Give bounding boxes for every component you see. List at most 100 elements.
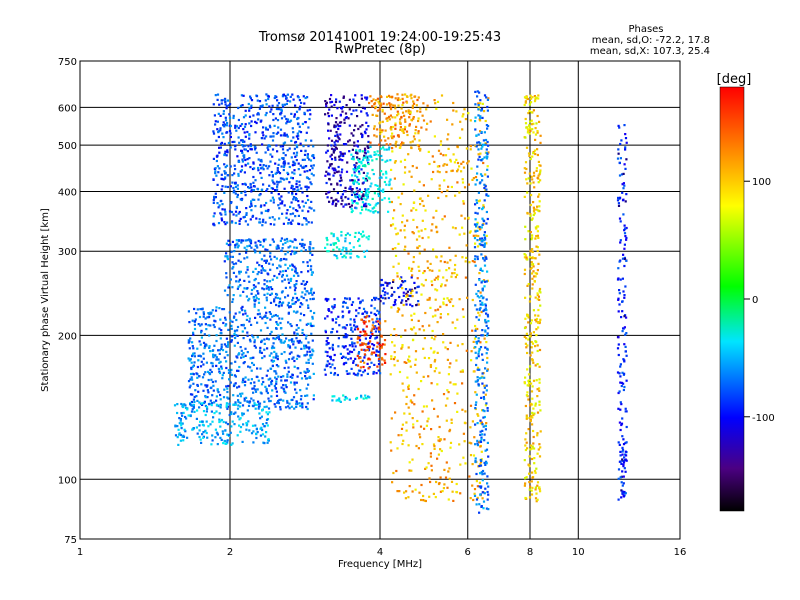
data-point bbox=[624, 146, 627, 149]
data-point bbox=[375, 336, 379, 339]
data-point bbox=[366, 372, 369, 375]
data-point bbox=[245, 248, 248, 251]
data-point bbox=[484, 256, 488, 259]
data-point bbox=[248, 238, 251, 241]
data-point bbox=[422, 405, 426, 408]
data-point bbox=[530, 319, 533, 322]
data-point bbox=[237, 285, 240, 288]
data-point bbox=[311, 271, 314, 274]
data-point bbox=[325, 151, 328, 154]
data-point bbox=[624, 137, 628, 140]
data-point bbox=[312, 372, 315, 375]
data-point bbox=[177, 443, 180, 446]
data-point bbox=[338, 324, 341, 327]
data-point bbox=[622, 495, 625, 498]
data-point bbox=[622, 482, 625, 485]
data-point bbox=[527, 338, 530, 341]
data-point bbox=[301, 122, 304, 125]
data-point bbox=[266, 369, 269, 372]
data-point bbox=[345, 370, 348, 373]
data-point bbox=[536, 498, 539, 501]
data-point bbox=[338, 100, 341, 103]
data-point bbox=[269, 255, 272, 258]
data-point bbox=[307, 210, 310, 213]
data-point bbox=[524, 101, 527, 104]
data-point bbox=[478, 228, 482, 231]
data-point bbox=[239, 417, 242, 420]
data-point bbox=[249, 166, 252, 169]
data-point bbox=[536, 298, 539, 301]
data-point bbox=[233, 412, 236, 415]
data-point bbox=[301, 291, 304, 294]
data-point bbox=[472, 454, 476, 457]
data-point bbox=[352, 98, 355, 101]
data-point bbox=[388, 183, 391, 186]
data-point bbox=[481, 179, 484, 182]
data-point bbox=[533, 469, 537, 473]
data-point bbox=[200, 323, 203, 326]
data-point bbox=[532, 270, 535, 273]
data-point bbox=[291, 177, 294, 180]
data-point bbox=[524, 444, 527, 447]
data-point bbox=[246, 287, 249, 290]
data-point bbox=[363, 147, 367, 150]
data-point bbox=[356, 255, 359, 258]
data-point bbox=[293, 265, 296, 268]
data-point bbox=[527, 316, 530, 319]
data-point bbox=[267, 286, 270, 289]
data-point bbox=[265, 390, 268, 393]
data-point bbox=[283, 103, 287, 106]
data-point bbox=[355, 396, 359, 400]
data-point bbox=[336, 191, 339, 195]
data-point bbox=[524, 225, 527, 228]
data-point bbox=[443, 163, 446, 166]
data-point bbox=[294, 346, 297, 349]
x-axis-ticks: 1 2 4 6 8 10 16 bbox=[77, 547, 687, 558]
data-point bbox=[616, 199, 620, 202]
data-point bbox=[275, 180, 279, 183]
data-point bbox=[228, 378, 231, 381]
data-point bbox=[475, 472, 478, 476]
data-point bbox=[420, 380, 423, 383]
data-point bbox=[336, 133, 339, 136]
data-point bbox=[213, 325, 216, 329]
data-point bbox=[376, 345, 379, 348]
data-point bbox=[450, 275, 453, 278]
data-point bbox=[243, 190, 246, 193]
data-point bbox=[218, 352, 221, 355]
data-point bbox=[284, 253, 287, 256]
data-point bbox=[531, 471, 534, 474]
data-point bbox=[422, 499, 425, 502]
data-point bbox=[539, 318, 542, 321]
data-point bbox=[218, 420, 221, 424]
data-point bbox=[536, 395, 539, 398]
data-point bbox=[293, 251, 296, 254]
data-point bbox=[330, 331, 333, 334]
data-point bbox=[254, 388, 257, 391]
data-point bbox=[390, 417, 393, 420]
data-point bbox=[257, 405, 261, 408]
data-point bbox=[292, 296, 295, 299]
data-point bbox=[417, 230, 420, 233]
data-point bbox=[413, 281, 416, 284]
data-point bbox=[425, 424, 428, 427]
data-point bbox=[237, 259, 240, 262]
data-point bbox=[257, 198, 260, 201]
data-point bbox=[291, 398, 294, 401]
data-point bbox=[298, 184, 301, 187]
data-point bbox=[305, 405, 308, 409]
data-point bbox=[485, 352, 488, 355]
data-point bbox=[420, 498, 423, 502]
data-point bbox=[618, 260, 621, 263]
data-point bbox=[295, 185, 298, 188]
data-point bbox=[239, 270, 242, 273]
data-point bbox=[234, 124, 237, 127]
data-point bbox=[479, 346, 483, 349]
data-point bbox=[307, 126, 310, 129]
data-point bbox=[289, 205, 292, 208]
data-point bbox=[401, 344, 404, 347]
data-point bbox=[360, 374, 363, 377]
data-point bbox=[254, 316, 257, 319]
data-point bbox=[273, 274, 276, 278]
data-point bbox=[327, 166, 331, 169]
